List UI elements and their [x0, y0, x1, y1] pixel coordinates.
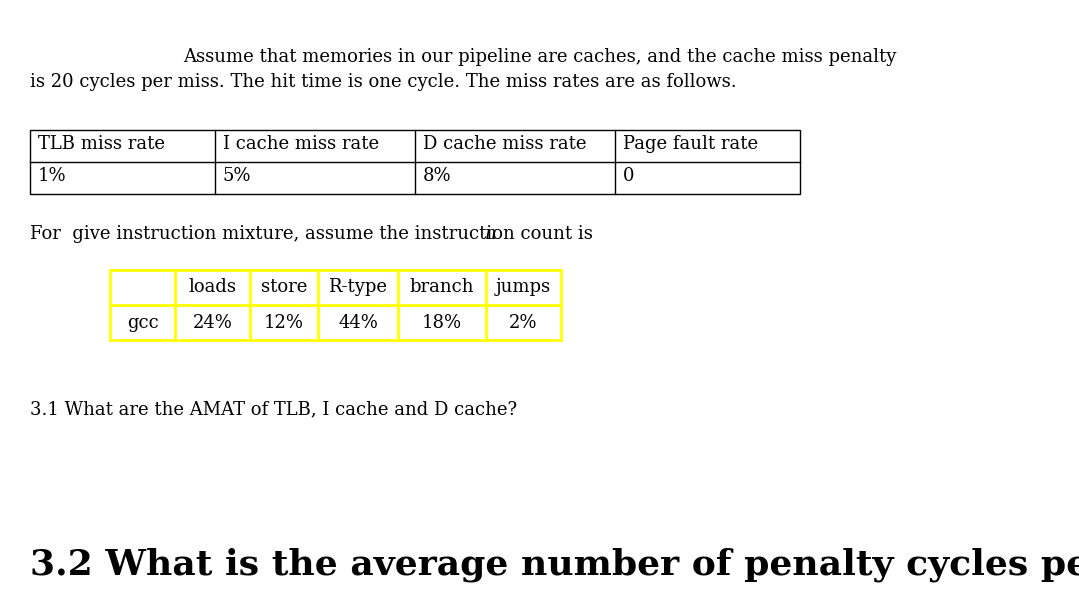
Text: jumps: jumps [496, 279, 551, 296]
Text: For  give instruction mixture, assume the instruction count is: For give instruction mixture, assume the… [30, 225, 599, 243]
Text: Assume that memories in our pipeline are caches, and the cache miss penalty: Assume that memories in our pipeline are… [183, 48, 897, 66]
Bar [30, 130, 800, 194]
Text: gcc: gcc [126, 314, 159, 331]
Text: 8%: 8% [423, 167, 452, 185]
Text: is 20 cycles per miss. The hit time is one cycle. The miss rates are as follows.: is 20 cycles per miss. The hit time is o… [30, 73, 737, 91]
Text: 44%: 44% [338, 314, 378, 331]
Text: 5%: 5% [223, 167, 251, 185]
Text: R-type: R-type [328, 279, 387, 296]
Text: 1%: 1% [38, 167, 67, 185]
Text: 24%: 24% [192, 314, 232, 331]
Text: store: store [261, 279, 308, 296]
Text: I cache miss rate: I cache miss rate [223, 135, 379, 153]
Text: 18%: 18% [422, 314, 462, 331]
Text: TLB miss rate: TLB miss rate [38, 135, 165, 153]
Text: D cache miss rate: D cache miss rate [423, 135, 587, 153]
Text: n: n [484, 225, 496, 243]
Text: 12%: 12% [264, 314, 304, 331]
Text: 2%: 2% [509, 314, 537, 331]
Text: 3.1 What are the AMAT of TLB, I cache and D cache?: 3.1 What are the AMAT of TLB, I cache an… [30, 400, 517, 418]
Text: 3.2 What is the average number of penalty cycles per instruction?: 3.2 What is the average number of penalt… [30, 548, 1079, 582]
Text: branch: branch [410, 279, 475, 296]
Bar [110, 270, 561, 340]
Text: Page fault rate: Page fault rate [623, 135, 759, 153]
Text: loads: loads [189, 279, 236, 296]
Text: 0: 0 [623, 167, 634, 185]
